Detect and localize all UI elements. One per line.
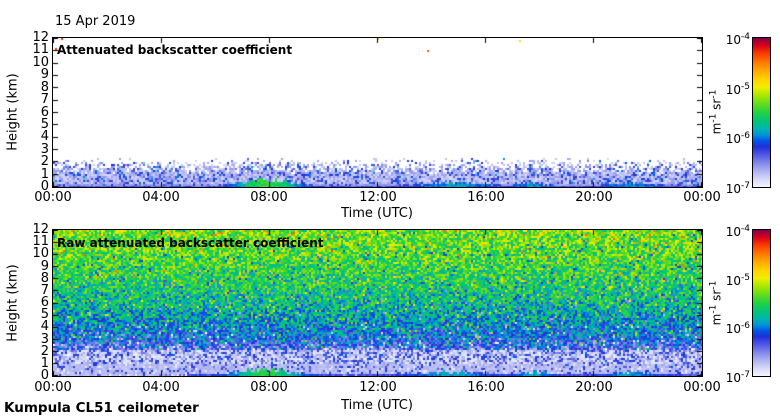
y-tick-label: 8 xyxy=(40,271,49,286)
colorbar-tick-label: 10-4 xyxy=(725,32,750,47)
panel-title-attenuated: Attenuated backscatter coefficient xyxy=(57,43,293,57)
y-tick-label: 3 xyxy=(40,142,49,157)
x-tick-label: 08:00 xyxy=(250,380,288,395)
x-tick-label: 00:00 xyxy=(683,380,721,395)
colorbar-tick-label: 10-6 xyxy=(725,131,750,146)
y-tick-label: 10 xyxy=(32,55,49,70)
colorbar-tick-label: 10-7 xyxy=(725,370,750,385)
colorbar-attenuated xyxy=(752,37,771,188)
colorbar-tick-label: 10-4 xyxy=(725,224,750,239)
y-tick-label: 2 xyxy=(40,344,49,359)
y-tick-label: 9 xyxy=(40,259,49,274)
y-tick-label: 5 xyxy=(40,307,49,322)
y-tick-label: 9 xyxy=(40,67,49,82)
x-tick-label: 04:00 xyxy=(142,190,180,205)
y-tick-label: 1 xyxy=(40,356,49,371)
y-tick-label: 4 xyxy=(40,129,49,144)
colorbar-raw xyxy=(752,229,771,377)
y-tick-label: 12 xyxy=(32,222,49,237)
y-tick-label: 10 xyxy=(32,246,49,261)
x-axis-label-bottom: Time (UTC) xyxy=(341,398,413,413)
y-tick-label: 7 xyxy=(40,92,49,107)
x-axis-label-top: Time (UTC) xyxy=(341,206,413,221)
colorbar-tick-label: 10-5 xyxy=(725,273,750,288)
x-tick-label: 12:00 xyxy=(359,380,397,395)
x-tick-label: 20:00 xyxy=(575,380,613,395)
raw-backscatter-heatmap xyxy=(53,230,702,376)
y-tick-label: 0 xyxy=(40,179,49,194)
y-tick-label: 12 xyxy=(32,30,49,45)
y-tick-label: 6 xyxy=(40,295,49,310)
x-tick-label: 16:00 xyxy=(467,190,505,205)
colorbar-tick-label: 10-6 xyxy=(725,321,750,336)
attenuated-backscatter-heatmap xyxy=(53,38,702,187)
panel-attenuated-backscatter xyxy=(52,37,703,188)
y-tick-label: 0 xyxy=(40,368,49,383)
panel-raw-backscatter xyxy=(52,229,703,377)
x-tick-label: 00:00 xyxy=(34,380,72,395)
instrument-label: Kumpula CL51 ceilometer xyxy=(4,400,199,416)
x-tick-label: 16:00 xyxy=(467,380,505,395)
date-label: 15 Apr 2019 xyxy=(55,14,136,29)
y-tick-label: 6 xyxy=(40,105,49,120)
y-tick-label: 11 xyxy=(32,42,49,57)
x-tick-label: 00:00 xyxy=(683,190,721,205)
x-tick-label: 04:00 xyxy=(142,380,180,395)
y-tick-label: 7 xyxy=(40,283,49,298)
x-tick-label: 12:00 xyxy=(359,190,397,205)
x-tick-label: 08:00 xyxy=(250,190,288,205)
y-tick-label: 8 xyxy=(40,80,49,95)
panel-title-raw: Raw attenuated backscatter coefficient xyxy=(57,236,324,250)
y-tick-label: 4 xyxy=(40,319,49,334)
y-tick-label: 1 xyxy=(40,167,49,182)
y-tick-label: 2 xyxy=(40,154,49,169)
y-tick-label: 3 xyxy=(40,332,49,347)
colorbar-tick-label: 10-7 xyxy=(725,181,750,196)
y-tick-label: 11 xyxy=(32,234,49,249)
x-tick-label: 00:00 xyxy=(34,190,72,205)
colorbar-tick-label: 10-5 xyxy=(725,82,750,97)
y-tick-label: 5 xyxy=(40,117,49,132)
x-tick-label: 20:00 xyxy=(575,190,613,205)
